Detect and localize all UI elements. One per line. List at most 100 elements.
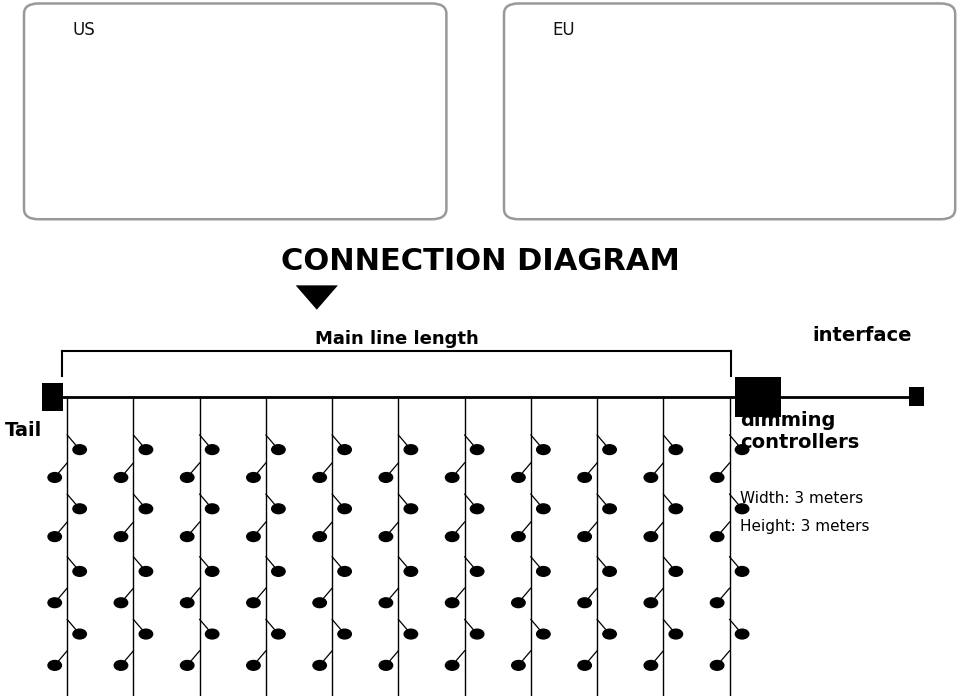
Circle shape bbox=[603, 629, 616, 639]
Circle shape bbox=[272, 629, 285, 639]
Circle shape bbox=[313, 661, 326, 670]
Circle shape bbox=[379, 598, 393, 608]
Circle shape bbox=[247, 473, 260, 482]
Bar bbox=[909, 387, 924, 406]
Circle shape bbox=[379, 532, 393, 541]
Circle shape bbox=[710, 661, 724, 670]
Circle shape bbox=[669, 629, 683, 639]
Circle shape bbox=[272, 567, 285, 576]
Text: Tail: Tail bbox=[5, 421, 42, 440]
Circle shape bbox=[470, 445, 484, 454]
Circle shape bbox=[205, 504, 219, 514]
Circle shape bbox=[48, 473, 61, 482]
Circle shape bbox=[710, 532, 724, 541]
Bar bbox=[42, 383, 63, 411]
Circle shape bbox=[379, 661, 393, 670]
Circle shape bbox=[247, 598, 260, 608]
Circle shape bbox=[205, 629, 219, 639]
Circle shape bbox=[338, 504, 351, 514]
Circle shape bbox=[735, 504, 749, 514]
Circle shape bbox=[180, 532, 194, 541]
Circle shape bbox=[404, 567, 418, 576]
Circle shape bbox=[470, 567, 484, 576]
Circle shape bbox=[205, 445, 219, 454]
Text: US: US bbox=[72, 21, 95, 39]
Circle shape bbox=[710, 598, 724, 608]
Circle shape bbox=[644, 661, 658, 670]
Circle shape bbox=[114, 532, 128, 541]
Circle shape bbox=[603, 567, 616, 576]
Circle shape bbox=[603, 504, 616, 514]
Circle shape bbox=[180, 661, 194, 670]
Circle shape bbox=[537, 445, 550, 454]
Circle shape bbox=[404, 629, 418, 639]
Circle shape bbox=[139, 629, 153, 639]
Circle shape bbox=[180, 598, 194, 608]
Circle shape bbox=[445, 598, 459, 608]
Text: CONNECTION DIAGRAM: CONNECTION DIAGRAM bbox=[280, 246, 680, 276]
Circle shape bbox=[578, 473, 591, 482]
Circle shape bbox=[512, 598, 525, 608]
Circle shape bbox=[313, 532, 326, 541]
Text: interface: interface bbox=[812, 326, 912, 345]
Circle shape bbox=[313, 598, 326, 608]
Circle shape bbox=[735, 567, 749, 576]
Circle shape bbox=[537, 567, 550, 576]
Circle shape bbox=[338, 567, 351, 576]
Circle shape bbox=[313, 473, 326, 482]
FancyBboxPatch shape bbox=[504, 3, 955, 219]
Bar bbox=[735, 377, 781, 417]
Circle shape bbox=[114, 661, 128, 670]
Circle shape bbox=[537, 504, 550, 514]
Circle shape bbox=[404, 445, 418, 454]
Circle shape bbox=[48, 598, 61, 608]
Circle shape bbox=[247, 532, 260, 541]
Circle shape bbox=[73, 445, 86, 454]
Circle shape bbox=[470, 504, 484, 514]
Circle shape bbox=[578, 598, 591, 608]
Text: EU: EU bbox=[552, 21, 575, 39]
Circle shape bbox=[338, 629, 351, 639]
Circle shape bbox=[735, 445, 749, 454]
Circle shape bbox=[73, 504, 86, 514]
Circle shape bbox=[338, 445, 351, 454]
Circle shape bbox=[669, 445, 683, 454]
Circle shape bbox=[445, 532, 459, 541]
Circle shape bbox=[247, 661, 260, 670]
Circle shape bbox=[139, 504, 153, 514]
Polygon shape bbox=[296, 285, 338, 310]
Circle shape bbox=[644, 473, 658, 482]
Circle shape bbox=[73, 567, 86, 576]
Circle shape bbox=[445, 661, 459, 670]
Circle shape bbox=[710, 473, 724, 482]
Circle shape bbox=[205, 567, 219, 576]
Text: dimming
controllers: dimming controllers bbox=[740, 411, 859, 452]
Circle shape bbox=[669, 567, 683, 576]
Circle shape bbox=[578, 532, 591, 541]
Circle shape bbox=[537, 629, 550, 639]
Circle shape bbox=[578, 661, 591, 670]
Circle shape bbox=[379, 473, 393, 482]
Circle shape bbox=[512, 532, 525, 541]
Circle shape bbox=[735, 629, 749, 639]
Circle shape bbox=[512, 473, 525, 482]
Circle shape bbox=[445, 473, 459, 482]
Text: Height: 3 meters: Height: 3 meters bbox=[740, 519, 870, 534]
Circle shape bbox=[272, 504, 285, 514]
Circle shape bbox=[180, 473, 194, 482]
Circle shape bbox=[73, 629, 86, 639]
Circle shape bbox=[404, 504, 418, 514]
Circle shape bbox=[644, 598, 658, 608]
Circle shape bbox=[139, 567, 153, 576]
Circle shape bbox=[512, 661, 525, 670]
Circle shape bbox=[669, 504, 683, 514]
Circle shape bbox=[48, 532, 61, 541]
Circle shape bbox=[114, 598, 128, 608]
Circle shape bbox=[470, 629, 484, 639]
FancyBboxPatch shape bbox=[24, 3, 446, 219]
Text: Main line length: Main line length bbox=[315, 330, 478, 348]
Circle shape bbox=[644, 532, 658, 541]
Circle shape bbox=[139, 445, 153, 454]
Circle shape bbox=[48, 661, 61, 670]
Circle shape bbox=[272, 445, 285, 454]
